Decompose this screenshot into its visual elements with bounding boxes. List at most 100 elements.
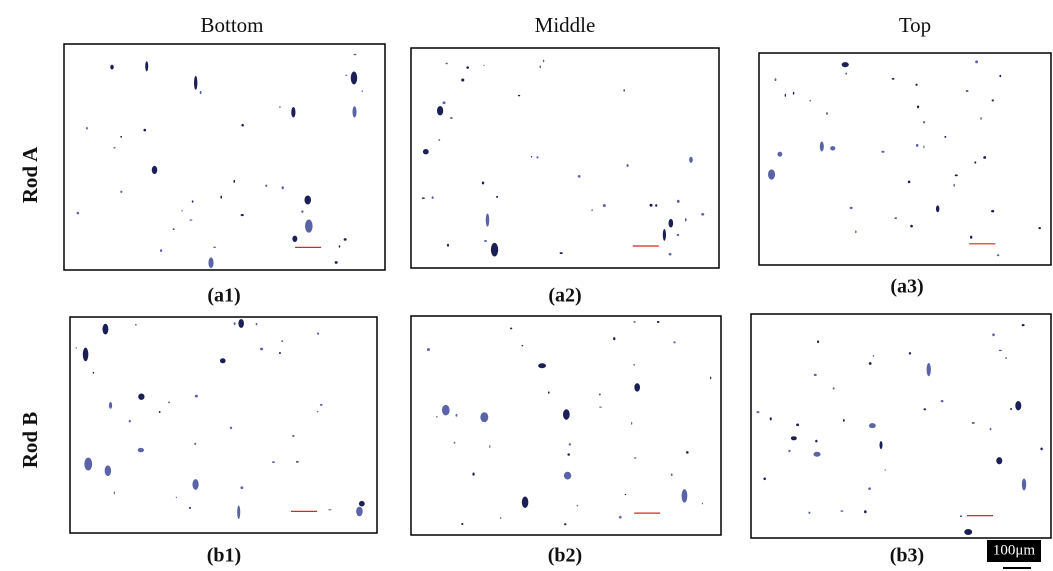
pore xyxy=(763,477,766,481)
pore xyxy=(358,500,365,507)
pore xyxy=(559,252,563,255)
pore xyxy=(449,117,453,119)
pore xyxy=(128,419,131,423)
pore xyxy=(453,441,456,444)
pore xyxy=(881,150,885,153)
pore xyxy=(668,218,674,228)
pore xyxy=(461,78,465,82)
pore xyxy=(922,121,926,124)
pore xyxy=(996,457,1003,465)
pore xyxy=(599,406,602,408)
pore xyxy=(634,383,641,392)
pore xyxy=(480,412,489,423)
pore xyxy=(292,235,298,242)
pore xyxy=(631,421,633,425)
pore xyxy=(960,515,963,517)
pore xyxy=(964,529,973,535)
pore xyxy=(137,447,144,453)
pore xyxy=(926,362,931,377)
pore xyxy=(975,60,979,64)
pore xyxy=(568,443,572,446)
pore xyxy=(353,53,357,56)
pore xyxy=(120,135,123,138)
pore xyxy=(334,261,338,264)
pore xyxy=(908,352,912,355)
pore xyxy=(808,511,811,514)
pore xyxy=(864,510,867,514)
pore xyxy=(989,427,992,431)
pore xyxy=(969,235,973,239)
pore xyxy=(916,105,920,109)
pore xyxy=(577,175,581,178)
pore xyxy=(965,90,969,92)
pore xyxy=(996,254,1000,257)
pore xyxy=(542,59,545,63)
pore xyxy=(591,209,593,212)
micrographs xyxy=(63,43,1052,539)
pore xyxy=(151,165,158,175)
pore xyxy=(510,327,513,330)
pore xyxy=(175,496,177,499)
pore xyxy=(842,419,845,422)
pore xyxy=(110,64,114,70)
pore xyxy=(710,376,712,380)
pore xyxy=(563,523,567,526)
panel-label: (a3) xyxy=(890,276,923,298)
scale-bar-label: 100μm xyxy=(993,542,1036,558)
pore xyxy=(868,362,872,365)
pore xyxy=(1015,400,1022,411)
pore xyxy=(1010,407,1012,411)
pore xyxy=(466,66,469,69)
pore xyxy=(769,417,772,421)
pore xyxy=(113,491,115,495)
pore xyxy=(350,71,358,85)
pore xyxy=(305,219,313,233)
pore xyxy=(530,156,533,158)
pore xyxy=(940,399,944,403)
pore xyxy=(689,156,693,163)
pore xyxy=(145,61,149,72)
pore xyxy=(685,218,687,222)
pore xyxy=(472,472,475,476)
pore xyxy=(191,200,194,203)
pore xyxy=(777,151,783,157)
pore xyxy=(75,347,78,349)
pore xyxy=(602,204,606,208)
pore xyxy=(199,90,202,95)
pore xyxy=(446,243,450,247)
pore xyxy=(792,91,795,95)
pore xyxy=(481,181,485,185)
pore xyxy=(265,184,268,187)
pore xyxy=(980,117,982,120)
pore xyxy=(562,409,570,420)
pore xyxy=(490,242,499,257)
pore xyxy=(76,211,79,215)
pore xyxy=(813,451,821,457)
pore xyxy=(538,363,546,369)
pore xyxy=(907,180,911,184)
pore xyxy=(455,413,458,417)
pore xyxy=(168,401,170,404)
pore xyxy=(237,505,241,519)
pore xyxy=(240,213,244,217)
column-header: Bottom xyxy=(200,13,263,37)
pore xyxy=(104,465,112,477)
pore xyxy=(788,449,791,453)
pore xyxy=(461,522,464,526)
pore xyxy=(361,90,363,92)
pore xyxy=(272,461,275,464)
pore xyxy=(796,423,800,427)
pore xyxy=(668,252,672,256)
pore xyxy=(849,206,853,210)
pore xyxy=(279,106,281,108)
pore xyxy=(784,93,786,97)
pore xyxy=(756,411,760,414)
pore xyxy=(633,321,636,323)
pore xyxy=(328,509,332,511)
pore xyxy=(944,135,947,138)
pore xyxy=(445,62,448,65)
pore xyxy=(278,352,281,355)
micrograph xyxy=(750,313,1052,539)
panel-label: (b1) xyxy=(207,545,241,567)
pore xyxy=(352,106,357,118)
